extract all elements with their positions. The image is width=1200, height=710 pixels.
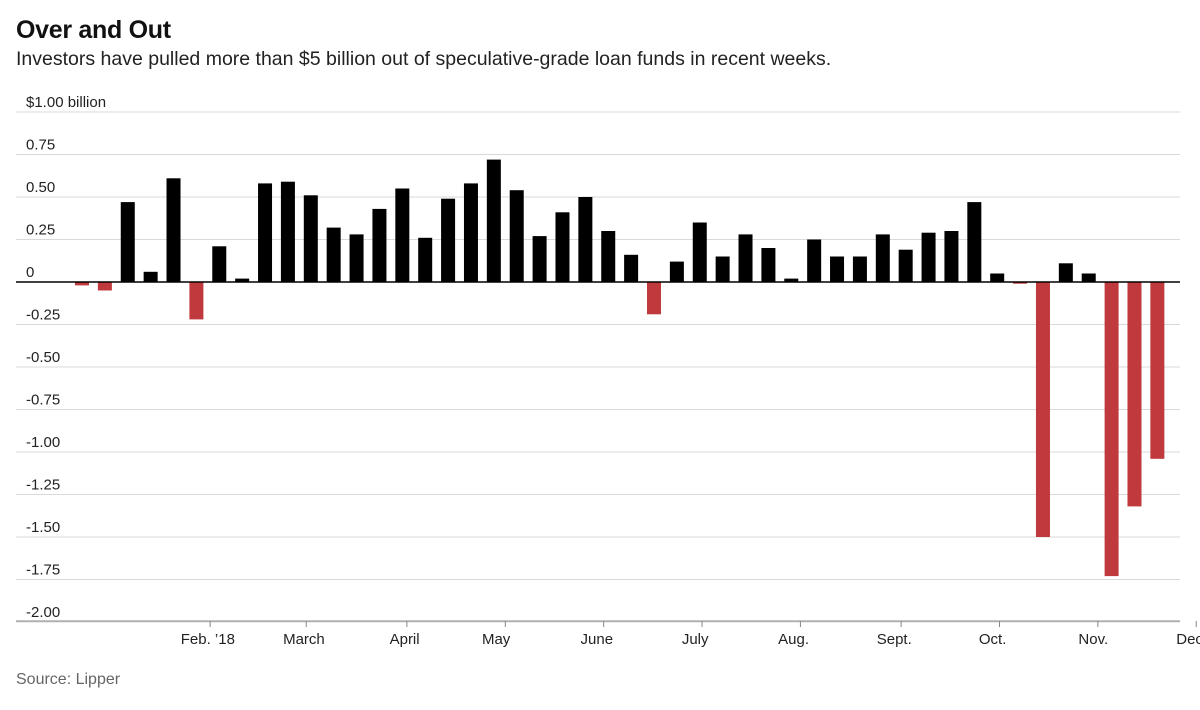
bar: [715, 256, 730, 282]
bar: [143, 271, 158, 282]
bar: [647, 282, 661, 315]
bar: [1081, 273, 1096, 282]
bar: [1058, 263, 1073, 282]
bar: [258, 183, 273, 282]
bar: [120, 202, 135, 282]
bar: [75, 282, 89, 286]
bar: [509, 190, 524, 282]
month-label: Dec.: [1176, 631, 1200, 648]
y-tick-label: 0: [26, 264, 34, 281]
bar: [807, 239, 822, 282]
bar: [990, 273, 1005, 282]
month-label: Feb. ’18: [181, 631, 235, 648]
bar: [189, 282, 204, 320]
bar: [921, 232, 936, 282]
bar: [349, 234, 364, 282]
bar: [280, 181, 295, 282]
y-tick-label: -1.25: [26, 477, 60, 494]
bar: [1013, 282, 1028, 284]
y-tick-label: 0.75: [26, 137, 55, 154]
y-axis-labels: $1.00 billion 0.75 0.50 0.25 0 -0.25 -0.50 -0.7…: [26, 94, 106, 621]
bar: [303, 195, 318, 282]
y-tick-label: -0.75: [26, 392, 60, 409]
bar: [441, 198, 456, 282]
bar: [1104, 282, 1119, 577]
bar: [578, 197, 593, 282]
month-label: March: [283, 631, 325, 648]
y-tick-label: -0.50: [26, 349, 60, 366]
bar: [669, 261, 684, 282]
bar: [532, 236, 547, 282]
bar: [784, 278, 799, 282]
bar: [1150, 282, 1165, 459]
y-tick-label: -1.75: [26, 562, 60, 579]
month-label: May: [482, 631, 511, 648]
month-label: July: [682, 631, 709, 648]
bar: [738, 234, 753, 282]
bar: [875, 234, 890, 282]
bar: [624, 254, 639, 282]
x-axis: Feb. ’18 March April May June July Aug. Sept. Oc…: [16, 620, 1200, 648]
bar: [395, 188, 410, 282]
month-label: April: [390, 631, 420, 648]
bar: [830, 256, 845, 282]
bars: [75, 159, 1165, 577]
y-tick-label: 0.25: [26, 222, 55, 239]
bar: [372, 208, 387, 282]
y-tick-label: -0.25: [26, 307, 60, 324]
month-label: Oct.: [979, 631, 1007, 648]
grid-lines: [16, 111, 1180, 623]
chart-title: Over and Out: [16, 16, 171, 44]
month-label: June: [581, 631, 614, 648]
bar: [235, 278, 250, 282]
bar: [212, 246, 227, 282]
y-tick-label: -2.00: [26, 604, 60, 621]
y-tick-label: $1.00 billion: [26, 94, 106, 111]
month-label: Nov.: [1078, 631, 1108, 648]
bar: [418, 237, 433, 282]
bar: [852, 256, 867, 282]
bar: [555, 212, 570, 282]
bar: [761, 248, 776, 282]
month-label: Sept.: [877, 631, 912, 648]
bar: [486, 159, 501, 282]
chart-subtitle: Investors have pulled more than $5 billi…: [16, 48, 832, 70]
bar: [463, 183, 478, 282]
bar: [1035, 282, 1050, 537]
y-tick-label: 0.50: [26, 179, 55, 196]
bar: [1127, 282, 1142, 507]
bar: [166, 178, 181, 282]
bar: [601, 231, 616, 282]
y-tick-label: -1.00: [26, 434, 60, 451]
month-label: Aug.: [778, 631, 809, 648]
bar: [326, 227, 341, 282]
bar: [944, 231, 959, 282]
bar: [967, 202, 982, 282]
bar: [692, 222, 707, 282]
y-tick-label: -1.50: [26, 519, 60, 536]
bar: [97, 282, 112, 291]
bar: [898, 249, 913, 282]
source-note: Source: Lipper: [16, 671, 121, 688]
